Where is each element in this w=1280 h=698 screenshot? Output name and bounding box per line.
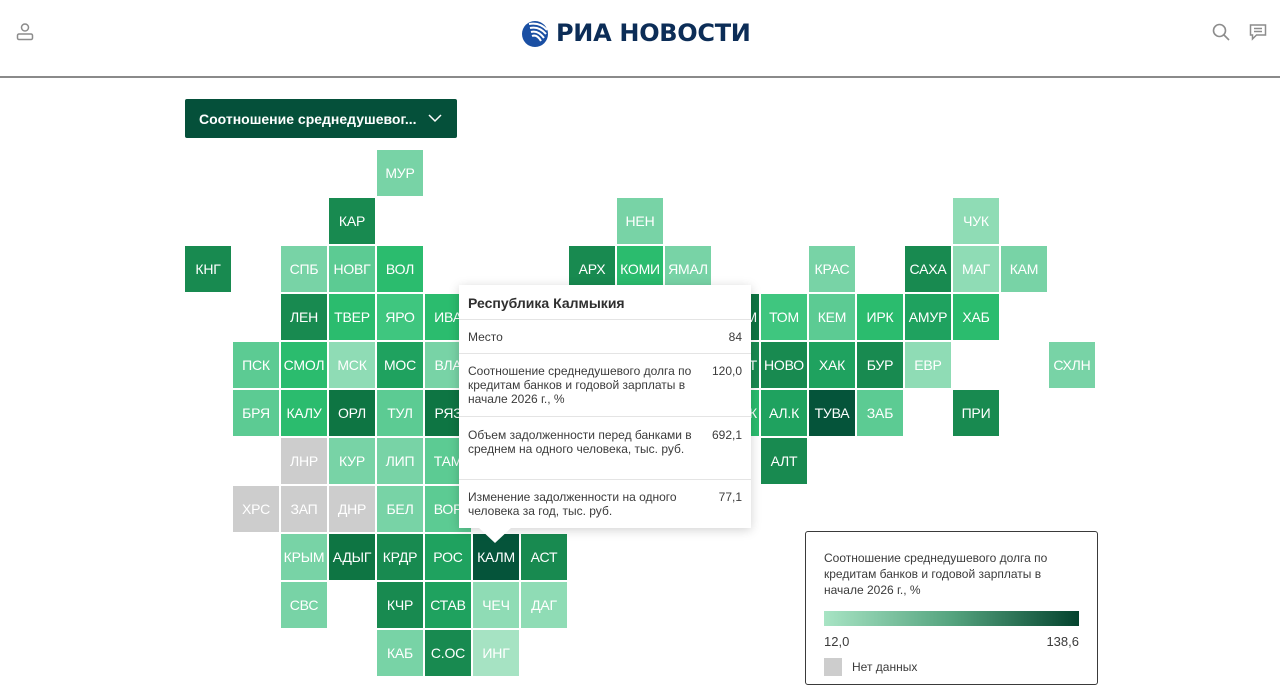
region-tile[interactable]: ЛИП bbox=[377, 438, 423, 484]
region-tile[interactable]: ТОМ bbox=[761, 294, 807, 340]
tooltip-row-debt: Объем задолженности перед банками в сред… bbox=[459, 417, 751, 480]
indicator-dropdown[interactable]: Соотношение среднедушевог... bbox=[185, 99, 457, 138]
region-tile[interactable]: ЛЕН bbox=[281, 294, 327, 340]
dropdown-label: Соотношение среднедушевог... bbox=[199, 110, 417, 127]
legend-range: 12,0 138,6 bbox=[824, 634, 1079, 649]
region-tile[interactable]: НЕН bbox=[617, 198, 663, 244]
search-icon[interactable] bbox=[1209, 20, 1233, 44]
region-tile[interactable]: НОВО bbox=[761, 342, 807, 388]
region-tile[interactable]: РОС bbox=[425, 534, 471, 580]
region-tile[interactable]: МСК bbox=[329, 342, 375, 388]
color-legend: Соотношение среднедушевого долга по кред… bbox=[805, 531, 1098, 685]
region-tile[interactable]: ДАГ bbox=[521, 582, 567, 628]
region-tile[interactable]: БРЯ bbox=[233, 390, 279, 436]
region-tile[interactable]: АЛ.К bbox=[761, 390, 807, 436]
region-tile[interactable]: НОВГ bbox=[329, 246, 375, 292]
region-tile[interactable]: КАМ bbox=[1001, 246, 1047, 292]
legend-no-data: Нет данных bbox=[824, 658, 1079, 676]
legend-title: Соотношение среднедушевого долга по кред… bbox=[824, 551, 1048, 597]
region-tile[interactable]: МОС bbox=[377, 342, 423, 388]
region-tile[interactable]: КРДР bbox=[377, 534, 423, 580]
region-tile[interactable]: ХАК bbox=[809, 342, 855, 388]
region-tile[interactable]: КЕМ bbox=[809, 294, 855, 340]
region-tile[interactable]: ТУЛ bbox=[377, 390, 423, 436]
region-tile[interactable]: АДЫГ bbox=[329, 534, 375, 580]
region-tile[interactable]: КАБ bbox=[377, 630, 423, 676]
site-header: РИА НОВОСТИ bbox=[0, 0, 1280, 78]
region-tile[interactable]: С.ОС bbox=[425, 630, 471, 676]
region-tile[interactable]: КАР bbox=[329, 198, 375, 244]
region-tile[interactable]: ВОЛ bbox=[377, 246, 423, 292]
region-tile[interactable]: КУР bbox=[329, 438, 375, 484]
tooltip-arrow bbox=[478, 527, 512, 543]
region-tile[interactable]: КОМИ bbox=[617, 246, 663, 292]
region-tile[interactable]: ЛНР bbox=[281, 438, 327, 484]
region-tile[interactable]: СТАВ bbox=[425, 582, 471, 628]
no-data-label: Нет данных bbox=[852, 660, 918, 674]
legend-max: 138,6 bbox=[1046, 634, 1079, 649]
region-tile[interactable]: ПСК bbox=[233, 342, 279, 388]
region-tile[interactable]: ЯРО bbox=[377, 294, 423, 340]
region-tile[interactable]: ЯМАЛ bbox=[665, 246, 711, 292]
region-tile[interactable]: ХРС bbox=[233, 486, 279, 532]
region-tile[interactable]: ИНГ bbox=[473, 630, 519, 676]
region-tile[interactable]: ЗАБ bbox=[857, 390, 903, 436]
region-tile[interactable]: ЧЕЧ bbox=[473, 582, 519, 628]
region-tile[interactable]: ИРК bbox=[857, 294, 903, 340]
region-tile[interactable]: СПБ bbox=[281, 246, 327, 292]
region-tile[interactable]: ТУВА bbox=[809, 390, 855, 436]
region-tile[interactable]: АЛТ bbox=[761, 438, 807, 484]
region-tooltip: Республика Калмыкия Место 84 Соотношение… bbox=[459, 285, 751, 528]
user-icon[interactable] bbox=[13, 20, 37, 44]
tooltip-row-change: Изменение задолженности на одного челове… bbox=[468, 490, 742, 518]
ria-globe-icon bbox=[522, 21, 548, 47]
region-tile[interactable]: ЗАП bbox=[281, 486, 327, 532]
ria-logo[interactable]: РИА НОВОСТИ bbox=[520, 17, 751, 49]
region-tile[interactable]: КЧР bbox=[377, 582, 423, 628]
region-tile[interactable]: МУР bbox=[377, 150, 423, 196]
region-tile[interactable]: КНГ bbox=[185, 246, 231, 292]
logo-text: РИА НОВОСТИ bbox=[556, 19, 751, 47]
tooltip-row-ratio: Соотношение среднедушевого долга по кред… bbox=[459, 354, 751, 417]
region-tile[interactable]: ПРИ bbox=[953, 390, 999, 436]
tooltip-row-rank: Место 84 bbox=[459, 320, 751, 354]
region-tile[interactable]: МАГ bbox=[953, 246, 999, 292]
region-tile[interactable]: ДНР bbox=[329, 486, 375, 532]
region-tile[interactable]: ХАБ bbox=[953, 294, 999, 340]
region-tile[interactable]: СХЛН bbox=[1049, 342, 1095, 388]
region-tile[interactable]: СВС bbox=[281, 582, 327, 628]
region-tile[interactable]: ТВЕР bbox=[329, 294, 375, 340]
region-tile[interactable]: КАЛУ bbox=[281, 390, 327, 436]
region-tile[interactable]: КРАС bbox=[809, 246, 855, 292]
region-tile[interactable]: ЕВР bbox=[905, 342, 951, 388]
region-tile[interactable]: БЕЛ bbox=[377, 486, 423, 532]
legend-gradient-bar bbox=[824, 611, 1079, 626]
region-tile[interactable]: БУР bbox=[857, 342, 903, 388]
legend-min: 12,0 bbox=[824, 634, 850, 649]
tooltip-title: Республика Калмыкия bbox=[459, 285, 751, 320]
region-tile[interactable]: САХА bbox=[905, 246, 951, 292]
no-data-swatch bbox=[824, 658, 842, 676]
comments-icon[interactable] bbox=[1246, 20, 1270, 44]
region-tile[interactable]: КРЫМ bbox=[281, 534, 327, 580]
region-tile[interactable]: СМОЛ bbox=[281, 342, 327, 388]
region-tile[interactable]: АМУР bbox=[905, 294, 951, 340]
region-tile[interactable]: АСТ bbox=[521, 534, 567, 580]
region-tile[interactable]: ЧУК bbox=[953, 198, 999, 244]
region-tile[interactable]: ОРЛ bbox=[329, 390, 375, 436]
chevron-down-icon bbox=[428, 114, 442, 123]
region-tile[interactable]: АРХ bbox=[569, 246, 615, 292]
